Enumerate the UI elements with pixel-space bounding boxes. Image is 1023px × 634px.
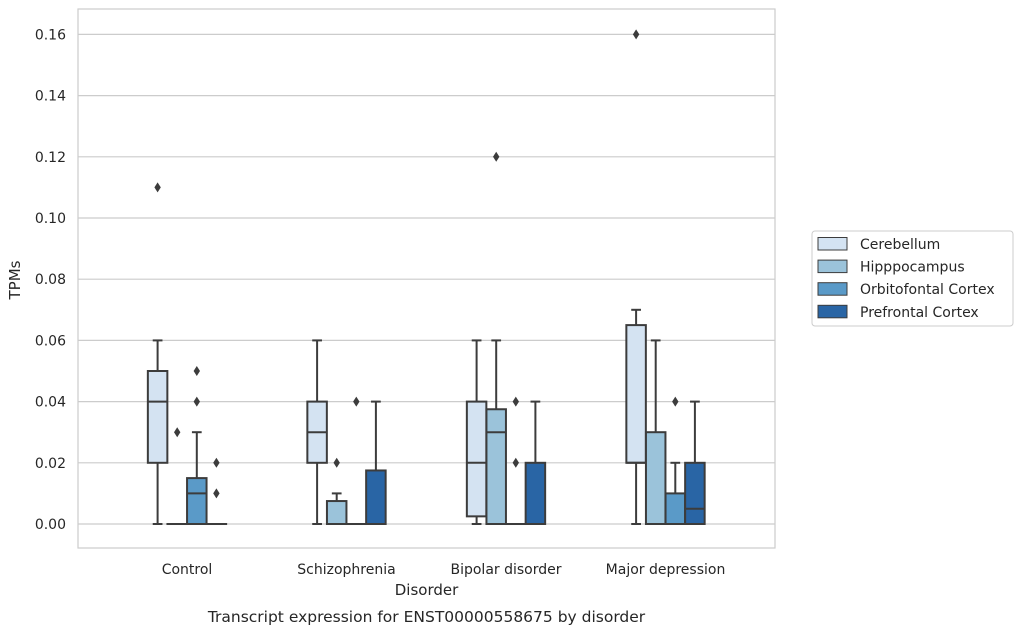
y-tick-labels: 0.00 0.02 0.04 0.06 0.08 0.10 0.12 0.14 0.16	[35, 27, 66, 533]
legend-swatch	[817, 282, 848, 296]
y-tick-label: 0.16	[35, 27, 66, 43]
box-iqr	[146, 370, 169, 464]
legend-swatch	[817, 304, 848, 319]
box-hipppocampus	[166, 427, 188, 526]
box-cerebellum	[146, 182, 169, 525]
x-tick-label: Bipolar disorder	[450, 562, 561, 578]
outlier-point	[512, 457, 519, 468]
outlier-point	[154, 182, 161, 193]
box-cerebellum	[625, 29, 647, 525]
legend-label: Orbitofontal Cortex	[860, 282, 995, 298]
x-tick-label: Major depression	[606, 562, 726, 578]
box-orbitofontal-cortex	[664, 396, 687, 525]
x-tick-labels: Control Schizophrenia Bipolar disorder Majo…	[162, 562, 726, 578]
box-iqr	[186, 477, 208, 526]
x-tick-label: Schizophrenia	[297, 562, 395, 578]
y-tick-label: 0.02	[35, 456, 66, 472]
y-tick-label: 0.12	[35, 150, 66, 166]
box-orbitofontal-cortex	[345, 396, 368, 526]
box-hipppocampus	[644, 339, 667, 526]
y-tick-label: 0.00	[35, 517, 66, 533]
x-axis-label: Disorder	[395, 581, 459, 599]
box-hipppocampus	[325, 457, 348, 525]
box-cerebellum	[465, 339, 488, 525]
legend-label: Cerebellum	[860, 237, 940, 253]
outlier-point	[512, 396, 519, 407]
outlier-point	[353, 396, 360, 407]
box-iqr	[644, 431, 667, 526]
y-axis-label: TPMs	[6, 260, 24, 300]
plot-area	[78, 9, 775, 548]
box-orbitofontal-cortex	[186, 366, 208, 526]
box-iqr	[625, 324, 647, 464]
outlier-point	[632, 29, 640, 40]
box-prefrontal-cortex	[205, 457, 228, 526]
x-tick-label: Control	[162, 562, 213, 578]
y-tick-label: 0.10	[35, 211, 66, 227]
outlier-point	[333, 457, 340, 468]
box-iqr	[485, 408, 507, 525]
box-iqr	[465, 400, 488, 518]
box-iqr	[325, 500, 348, 525]
y-tick-label: 0.04	[35, 395, 66, 411]
legend-label: Prefrontal Cortex	[860, 305, 979, 321]
box-prefrontal-cortex	[524, 400, 547, 525]
outlier-point	[493, 151, 500, 162]
legend-label: Hipppocampus	[860, 260, 965, 276]
box-iqr	[524, 461, 547, 525]
outlier-point	[193, 366, 200, 376]
outlier-point	[193, 396, 200, 407]
outlier-point	[213, 488, 220, 499]
box-hipppocampus	[485, 151, 507, 525]
legend-swatch	[817, 259, 848, 274]
y-tick-label: 0.08	[35, 272, 66, 288]
box-iqr	[365, 469, 387, 526]
legend-swatch	[817, 237, 848, 251]
box-iqr	[664, 492, 687, 525]
y-tick-label: 0.06	[35, 333, 66, 349]
legend: Cerebellum Hipppocampus Orbitofontal Corte…	[811, 230, 1014, 327]
box-cerebellum	[306, 339, 328, 525]
box-groups	[146, 29, 706, 526]
outlier-point	[213, 457, 220, 468]
box-iqr	[684, 461, 706, 525]
chart-caption: Transcript expression for ENST0000055867…	[207, 608, 646, 626]
y-tick-label: 0.14	[35, 89, 66, 105]
outlier-point	[672, 396, 679, 407]
box-prefrontal-cortex	[365, 400, 387, 526]
plot-frame	[77, 8, 776, 549]
outlier-point	[174, 427, 181, 438]
legend-frame	[811, 230, 1014, 327]
box-prefrontal-cortex	[684, 400, 706, 525]
